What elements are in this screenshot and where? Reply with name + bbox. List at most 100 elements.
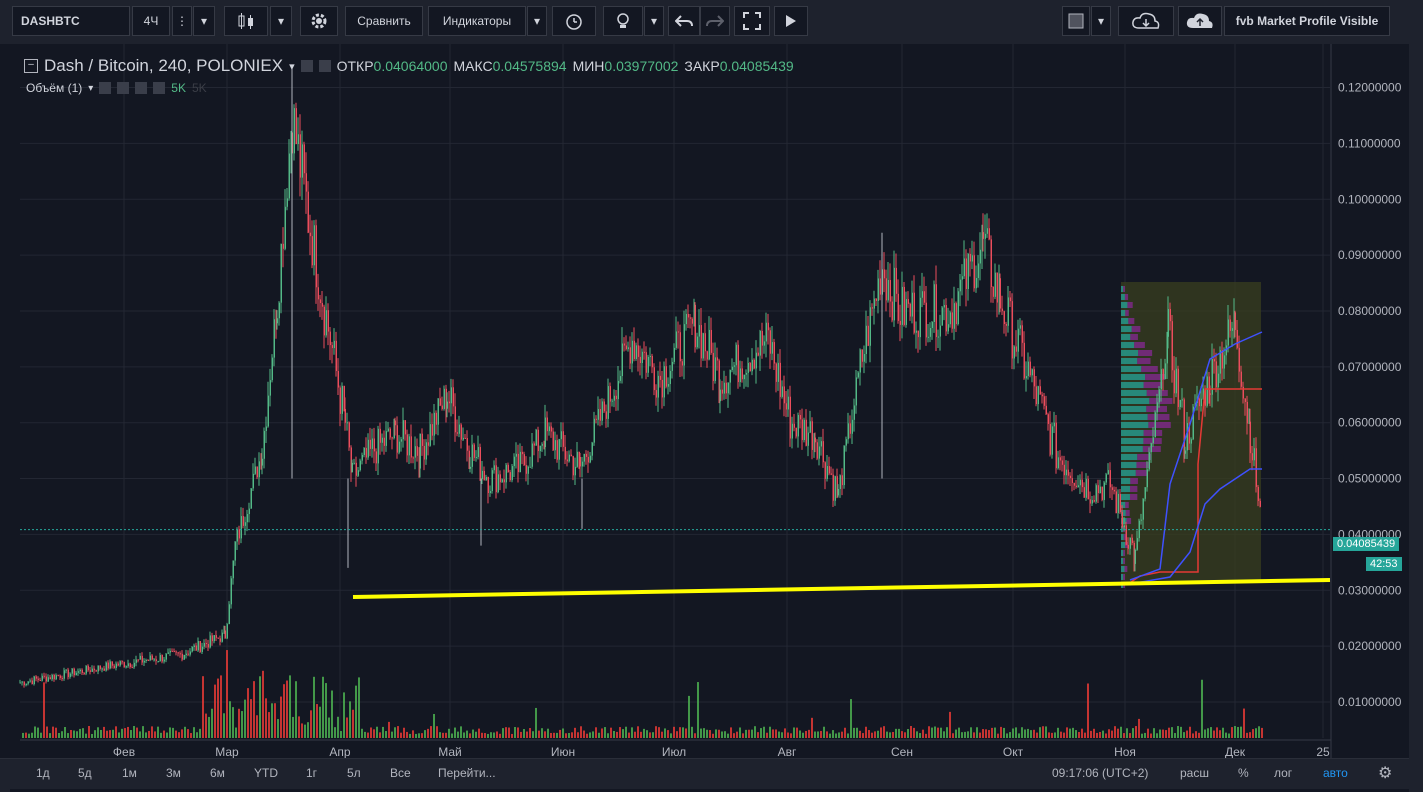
candle-body (941, 307, 943, 326)
indicators-button[interactable]: Индикаторы (428, 6, 526, 36)
volume-remove-icon[interactable] (153, 82, 166, 94)
candle-body (379, 428, 381, 443)
range-ytd[interactable]: YTD (254, 766, 278, 780)
auto-scale-button[interactable]: авто (1323, 766, 1348, 780)
cloud-save-button[interactable] (1178, 6, 1222, 36)
compare-button[interactable]: Сравнить (345, 6, 423, 36)
candle-body (297, 134, 299, 145)
volume-title[interactable]: Объём (1) (26, 81, 83, 95)
volume-bar (538, 730, 540, 738)
volume-bar (658, 727, 660, 738)
candle-body (331, 345, 333, 349)
redo-button[interactable] (700, 6, 730, 36)
candle-body (1051, 426, 1053, 455)
candle-body (402, 420, 404, 440)
candle-body (721, 389, 723, 394)
volume-bar (313, 676, 315, 738)
candle-body (1073, 482, 1075, 486)
visibility-icon[interactable] (300, 60, 313, 72)
ideas-dropdown-icon[interactable]: ▾ (644, 6, 664, 36)
chart-style-dropdown-icon[interactable]: ▾ (270, 6, 292, 36)
volume-bar (385, 731, 387, 738)
volume-bar (1204, 729, 1206, 738)
undo-button[interactable] (668, 6, 700, 36)
range-5d[interactable]: 5д (78, 766, 92, 780)
volume-bar (1048, 732, 1050, 738)
interval-more-icon[interactable]: ⋮ (172, 6, 192, 36)
series-dropdown-icon[interactable]: ▾ (289, 60, 295, 73)
volume-bar (160, 732, 162, 738)
range-3m[interactable]: 3м (166, 766, 181, 780)
candle-body (1208, 376, 1210, 394)
volume-bar (916, 731, 918, 738)
candle-body (775, 363, 777, 382)
profile-bar (1121, 398, 1150, 404)
goto-date-button[interactable]: Перейти... (438, 766, 496, 780)
range-1d[interactable]: 1д (36, 766, 50, 780)
volume-bar (118, 732, 120, 738)
candle-body (576, 451, 578, 467)
support-trendline[interactable] (352, 578, 1331, 599)
price-chart[interactable]: 0.130000000.120000000.110000000.10000000… (0, 44, 1409, 758)
volume-dropdown-icon[interactable]: ▾ (88, 82, 94, 94)
alert-button[interactable] (552, 6, 596, 36)
cloud-load-button[interactable] (1118, 6, 1174, 36)
symbol-search[interactable]: DASHBTC (12, 6, 130, 36)
ideas-button[interactable] (603, 6, 643, 36)
candle-body (256, 466, 258, 478)
extended-scale-button[interactable]: расш (1180, 766, 1209, 780)
range-1y[interactable]: 1г (306, 766, 318, 780)
volume-bar (835, 733, 837, 738)
volume-bar (58, 733, 60, 738)
range-6m[interactable]: 6м (210, 766, 225, 780)
candle-body (175, 651, 177, 653)
candle-body (1123, 525, 1125, 528)
volume-bar (472, 729, 474, 738)
interval-button[interactable]: 4Ч (132, 6, 170, 36)
volume-bar (1243, 708, 1245, 738)
chart-style-button[interactable] (224, 6, 268, 36)
log-scale-button[interactable]: лог (1274, 766, 1293, 780)
candle-body (479, 447, 481, 480)
settings-button[interactable] (300, 6, 338, 36)
volume-bar (700, 728, 702, 738)
clock-time[interactable]: 09:17:06 (UTC+2) (1052, 766, 1149, 780)
candle-body (133, 662, 135, 668)
volume-bar (427, 728, 429, 738)
profile-bar (1121, 550, 1124, 556)
collapse-icon[interactable]: – (24, 59, 38, 73)
settings-icon[interactable] (318, 60, 331, 72)
candle-body (706, 351, 708, 360)
percent-scale-button[interactable]: % (1238, 766, 1249, 780)
range-5y[interactable]: 5л (347, 766, 361, 780)
candle-body (951, 312, 953, 329)
volume-add-icon[interactable] (135, 82, 148, 94)
volume-visibility-icon[interactable] (99, 82, 112, 94)
candle-body (649, 355, 651, 357)
candle-body (1083, 487, 1085, 498)
interval-dropdown-icon[interactable]: ▾ (193, 6, 215, 36)
layout-button[interactable] (1062, 6, 1090, 36)
volume-ma-value: 5K (191, 81, 207, 95)
low-label: МИН (572, 58, 605, 74)
volume-bar (1171, 727, 1173, 738)
range-all[interactable]: Все (390, 766, 411, 780)
candle-body (1154, 412, 1156, 438)
volume-bar (994, 727, 996, 738)
candle-body (1156, 402, 1158, 413)
volume-settings-icon[interactable] (117, 82, 130, 94)
volume-bar (256, 715, 258, 738)
replay-button[interactable] (774, 6, 808, 36)
layout-dropdown-icon[interactable]: ▾ (1091, 6, 1111, 36)
volume-bar (853, 727, 855, 738)
volume-bar (625, 726, 627, 738)
indicators-dropdown-icon[interactable]: ▾ (527, 6, 547, 36)
chart-settings-gear-icon[interactable]: ⚙ (1378, 765, 1393, 782)
candle-body (826, 466, 828, 479)
candle-body (861, 349, 863, 362)
range-1m[interactable]: 1м (122, 766, 137, 780)
indicator-template-button[interactable]: fvb Market Profile Visible (1224, 6, 1390, 36)
fullscreen-button[interactable] (734, 6, 770, 36)
series-title[interactable]: Dash / Bitcoin, 240, POLONIEX (44, 56, 284, 75)
volume-value: 5K (171, 81, 186, 95)
